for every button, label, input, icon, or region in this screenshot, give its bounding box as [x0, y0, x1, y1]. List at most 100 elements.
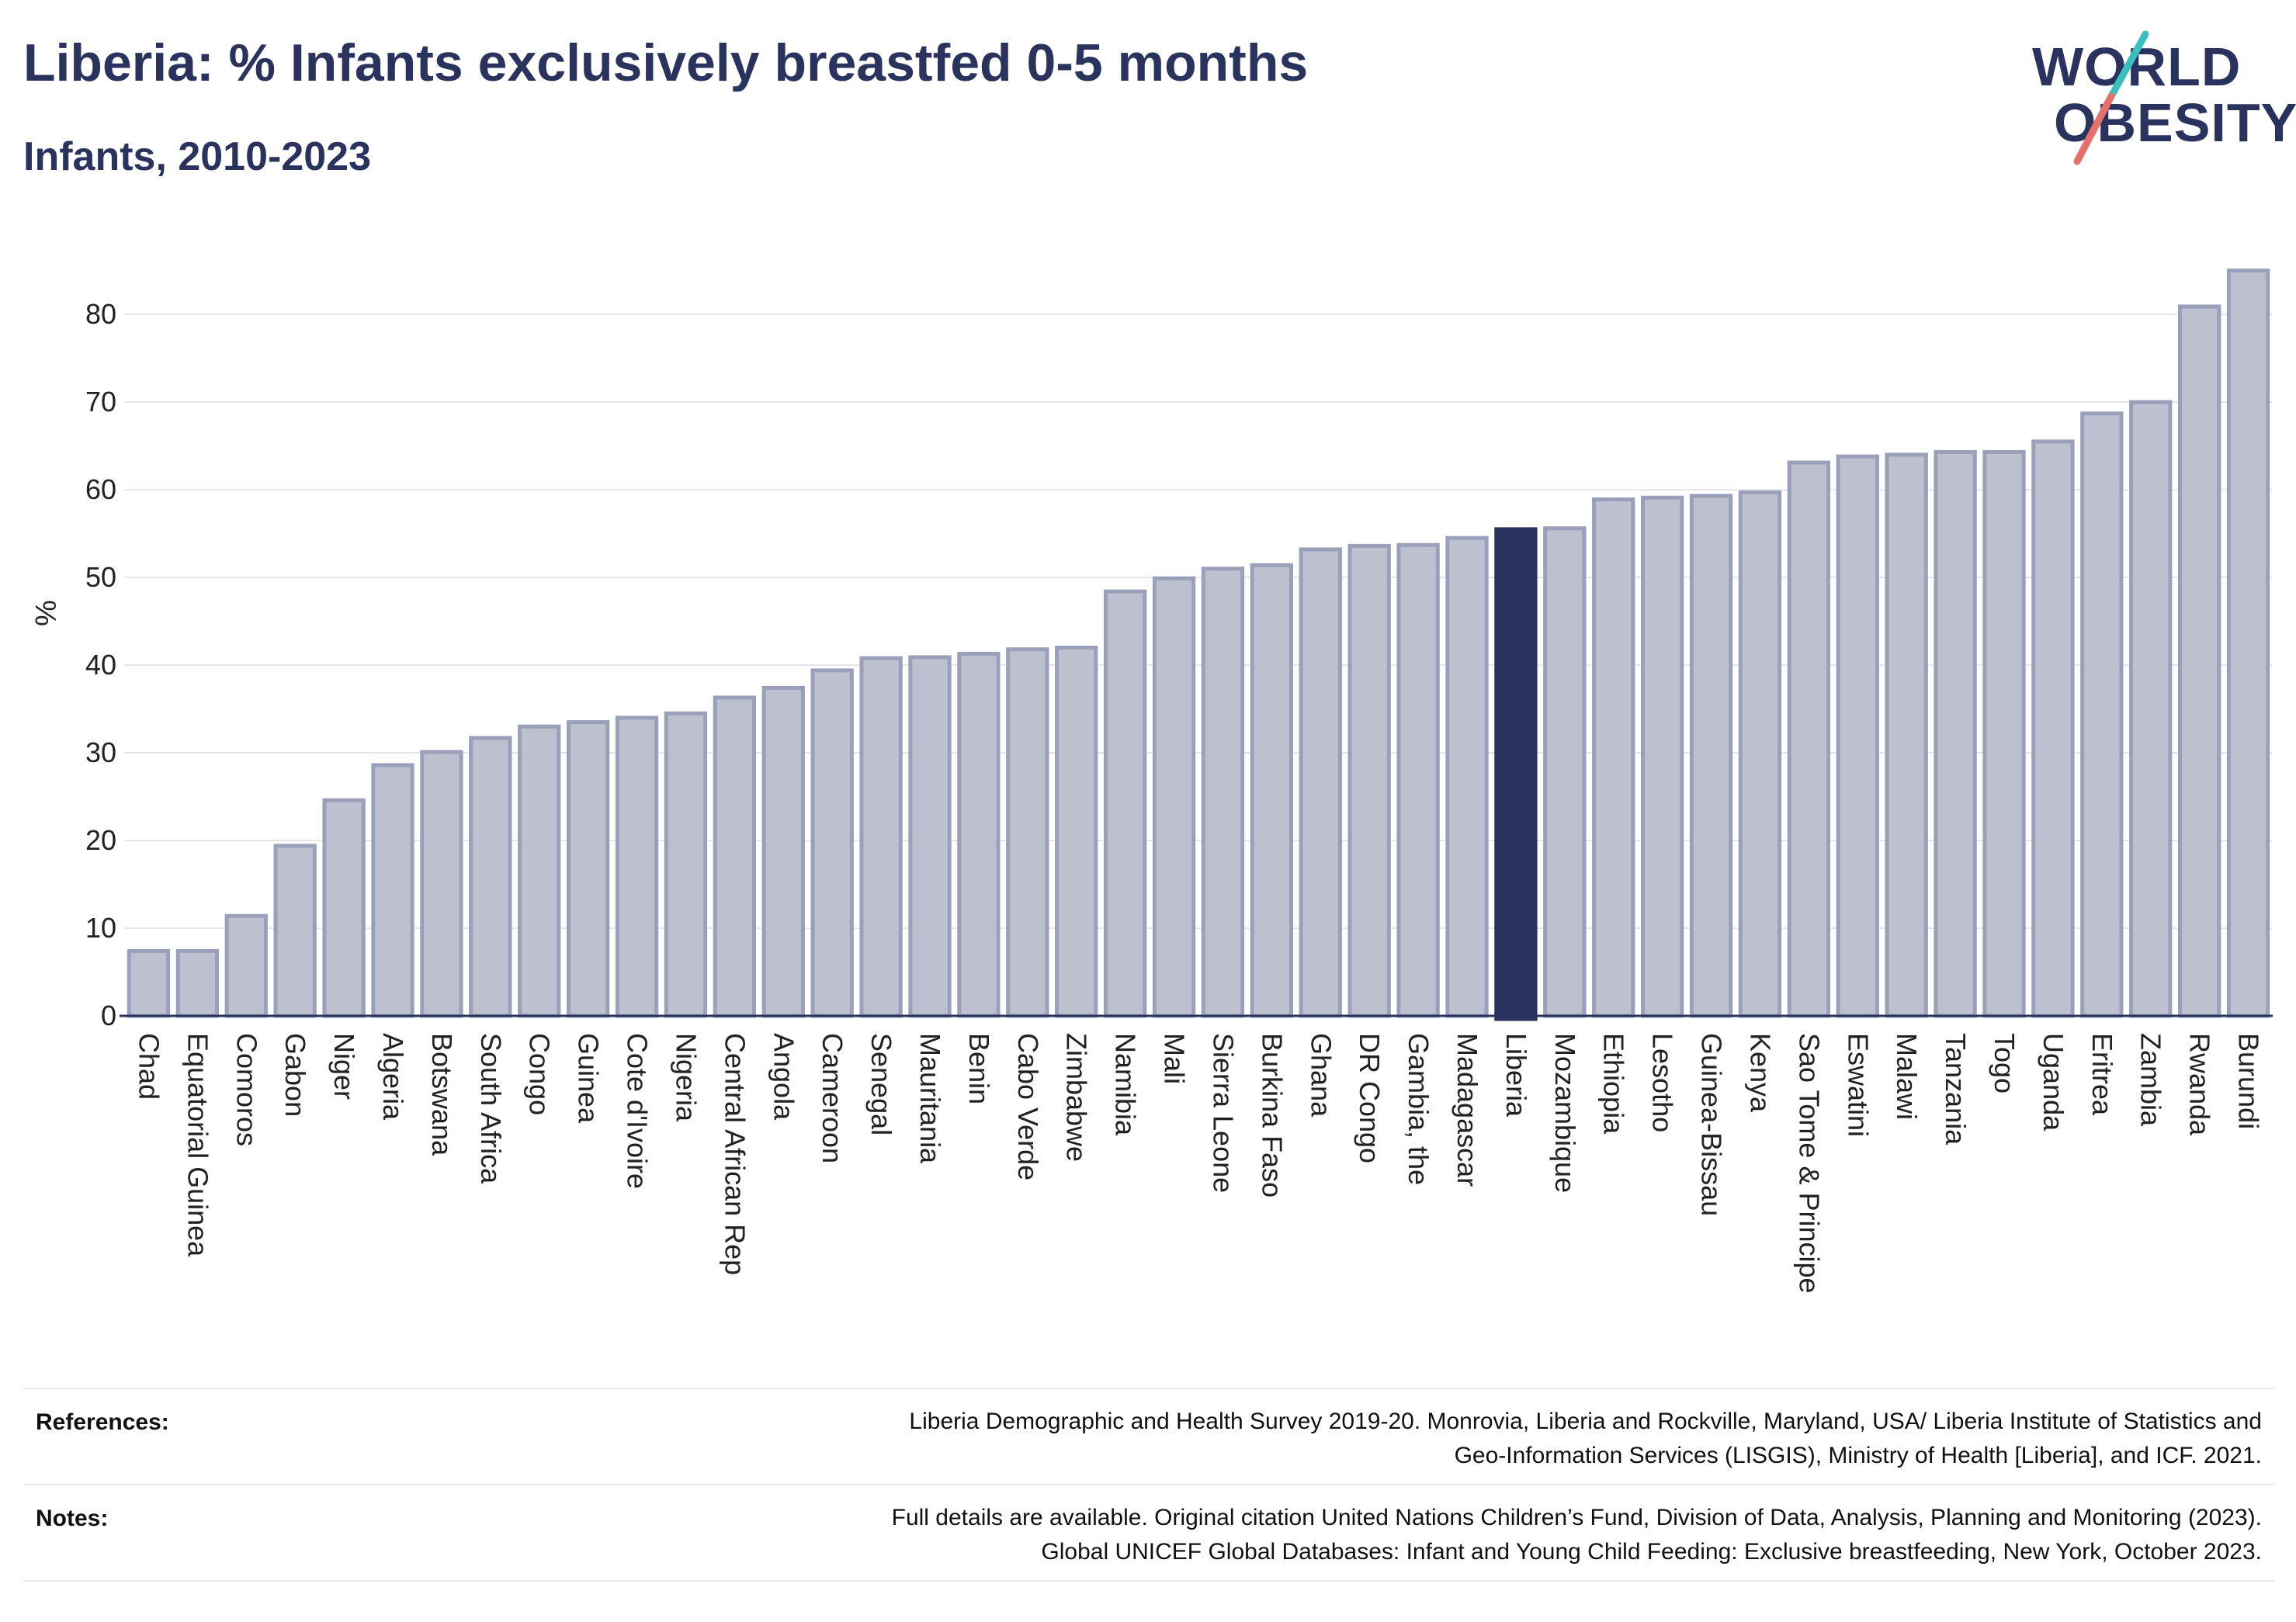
x-tick-label: Cabo Verde — [1012, 1033, 1044, 1180]
x-tick-label: Chad — [133, 1033, 165, 1100]
y-tick-label: 0 — [101, 1000, 116, 1031]
y-tick-label: 80 — [85, 298, 116, 330]
x-tick-label: Zambia — [2135, 1033, 2167, 1127]
bar-cote-d-ivoire — [615, 716, 659, 1018]
x-tick-label: Nigeria — [670, 1033, 702, 1122]
bar-tanzania — [1934, 449, 1977, 1018]
notes-text: Full details are available. Original cit… — [360, 1501, 2262, 1569]
x-tick-label: Malawi — [1891, 1033, 1923, 1120]
bar-comoros — [224, 913, 268, 1018]
y-tick-label: 10 — [85, 912, 116, 944]
bar-algeria — [371, 763, 414, 1018]
bar-mali — [1152, 576, 1196, 1018]
y-tick-label: 40 — [85, 649, 116, 681]
bar-gambia-the — [1396, 542, 1440, 1018]
x-tick-label: DR Congo — [1354, 1033, 1386, 1163]
bar-kenya — [1738, 490, 1782, 1018]
bar-guinea-bissau — [1689, 494, 1733, 1018]
x-tick-label: Eritrea — [2086, 1033, 2118, 1116]
x-tick-label: Botswana — [426, 1033, 458, 1156]
bar-rwanda — [2177, 304, 2221, 1018]
x-tick-label: Guinea-Bissau — [1696, 1033, 1728, 1216]
bar-guinea — [566, 719, 610, 1018]
x-tick-label: Senegal — [865, 1033, 897, 1135]
x-tick-label: Burundi — [2233, 1033, 2265, 1129]
bar-senegal — [859, 656, 903, 1018]
x-tick-label: Mauritania — [914, 1033, 946, 1164]
bar-cabo-verde — [1006, 647, 1049, 1018]
bar-burkina-faso — [1250, 563, 1294, 1018]
y-tick-label: 20 — [85, 824, 116, 856]
bar-zimbabwe — [1055, 645, 1098, 1018]
bar-uganda — [2031, 439, 2075, 1018]
y-axis-ticks: 0 10 20 30 40 50 60 70 80 — [85, 298, 116, 1031]
bar-dr-congo — [1347, 543, 1391, 1018]
y-axis-label: % — [29, 600, 61, 626]
bar-niger — [322, 798, 366, 1018]
bar-central-african-rep — [713, 695, 757, 1018]
x-tick-label: Burkina Faso — [1256, 1033, 1288, 1197]
bar-eswatini — [1836, 454, 1879, 1018]
notes-line-2: Global UNICEF Global Databases: Infant a… — [1041, 1539, 2262, 1565]
bar-angola — [761, 685, 805, 1018]
bar-lesotho — [1640, 495, 1684, 1018]
chart-subtitle: Infants, 2010-2023 — [23, 134, 372, 179]
references-text: Liberia Demographic and Health Survey 20… — [360, 1405, 2262, 1473]
x-tick-label: Namibia — [1110, 1033, 1142, 1136]
bar-south-africa — [469, 736, 512, 1018]
notes-label: Notes: — [36, 1506, 109, 1531]
y-tick-label: 70 — [85, 386, 116, 418]
bar-sierra-leone — [1201, 567, 1245, 1018]
references-line-2: Geo-Information Services (LISGIS), Minis… — [1454, 1443, 2262, 1468]
x-tick-label: Rwanda — [2184, 1033, 2216, 1136]
bar-ghana — [1299, 547, 1342, 1018]
x-tick-label: Madagascar — [1451, 1033, 1483, 1187]
x-tick-label: Algeria — [377, 1033, 409, 1121]
x-tick-label: Comoros — [231, 1033, 262, 1146]
x-tick-label: Guinea — [573, 1033, 605, 1124]
x-tick-label: Kenya — [1744, 1033, 1776, 1113]
x-tick-label: Equatorial Guinea — [182, 1033, 213, 1257]
bar-botswana — [420, 750, 463, 1018]
x-tick-label: Mali — [1159, 1033, 1191, 1084]
x-tick-label: Cameroon — [817, 1033, 848, 1163]
x-tick-label: Gambia, the — [1403, 1033, 1434, 1185]
x-tick-label: Congo — [524, 1033, 556, 1115]
y-tick-label: 30 — [85, 736, 116, 768]
references-label: References: — [36, 1409, 169, 1435]
bar-sao-tome-principe — [1787, 460, 1831, 1018]
x-tick-label: Mozambique — [1549, 1033, 1581, 1193]
bar-eritrea — [2080, 411, 2124, 1018]
footer-divider-middle — [23, 1484, 2274, 1485]
bar-burundi — [2226, 269, 2270, 1018]
bar-liberia — [1494, 527, 1538, 1021]
x-tick-label: South Africa — [475, 1033, 507, 1184]
x-tick-label: Liberia — [1500, 1033, 1532, 1118]
bar-mozambique — [1543, 526, 1587, 1018]
x-tick-label: Angola — [768, 1033, 799, 1121]
x-tick-label: Tanzania — [1940, 1033, 1972, 1145]
bar-madagascar — [1445, 535, 1489, 1018]
x-tick-label: Lesotho — [1647, 1033, 1679, 1132]
x-tick-label: Uganda — [2038, 1033, 2069, 1132]
x-tick-label: Benin — [963, 1033, 995, 1104]
x-tick-label: Togo — [1989, 1033, 2020, 1093]
bar-cameroon — [810, 668, 854, 1018]
x-tick-label: Eswatini — [1842, 1033, 1874, 1137]
footer-divider-bottom — [23, 1580, 2274, 1582]
bar-chad — [127, 948, 171, 1018]
bars — [127, 269, 2270, 1021]
bar-congo — [518, 724, 561, 1018]
y-tick-label: 50 — [85, 561, 116, 593]
x-tick-label: Zimbabwe — [1061, 1033, 1093, 1162]
x-tick-label: Gabon — [279, 1033, 311, 1117]
bar-equatorial-guinea — [175, 948, 220, 1018]
x-tick-label: Sierra Leone — [1207, 1033, 1239, 1193]
x-tick-label: Ghana — [1305, 1033, 1337, 1118]
bar-zambia — [2129, 400, 2173, 1018]
bar-togo — [1982, 449, 2026, 1018]
x-axis-labels: Chad Equatorial Guinea Comoros Gabon Niger Al… — [133, 1033, 2264, 1294]
bar-benin — [957, 651, 1001, 1018]
x-tick-label: Niger — [328, 1033, 360, 1100]
